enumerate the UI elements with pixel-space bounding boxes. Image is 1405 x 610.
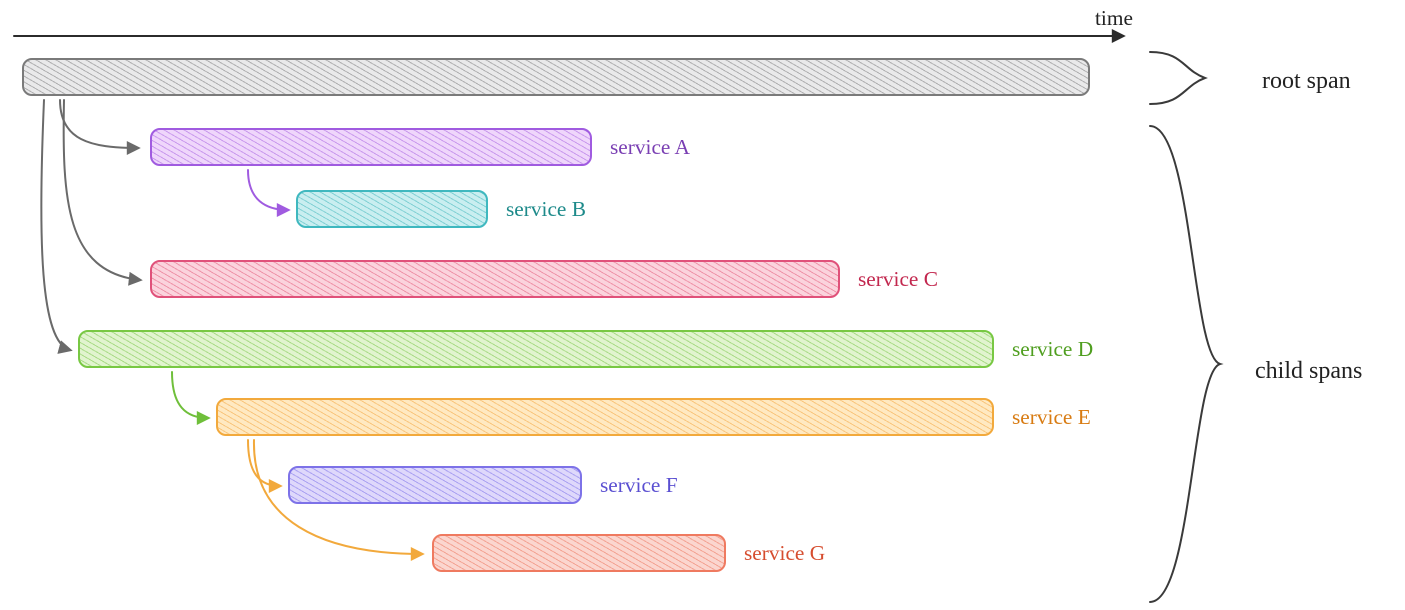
span-label-C: service C <box>858 267 938 292</box>
span-hatch-C <box>152 262 838 296</box>
span-label-D: service D <box>1012 337 1093 362</box>
span-hatch-F <box>290 468 580 502</box>
arrow-root-to-C <box>64 100 140 280</box>
child-spans-side-label: child spans <box>1255 358 1362 385</box>
span-bar-G <box>432 534 726 572</box>
span-hatch-B <box>298 192 486 226</box>
span-bar-D <box>78 330 994 368</box>
time-axis-label: time <box>1095 6 1133 31</box>
span-hatch-root <box>24 60 1088 94</box>
brace-child <box>1150 126 1220 602</box>
span-bar-E <box>216 398 994 436</box>
span-hatch-G <box>434 536 724 570</box>
brace-root <box>1150 52 1205 104</box>
span-bar-F <box>288 466 582 504</box>
span-hatch-E <box>218 400 992 434</box>
span-label-F: service F <box>600 473 678 498</box>
span-label-E: service E <box>1012 405 1091 430</box>
span-bar-root <box>22 58 1090 96</box>
arrow-D-to-E <box>172 372 208 418</box>
span-bar-B <box>296 190 488 228</box>
arrow-root-to-D <box>41 100 70 350</box>
arrow-A-to-B <box>248 170 288 210</box>
span-bar-C <box>150 260 840 298</box>
trace-diagram: time root span child spans service A serv… <box>0 0 1405 610</box>
arrow-root-to-A <box>60 100 138 148</box>
root-span-side-label: root span <box>1262 68 1351 95</box>
span-hatch-D <box>80 332 992 366</box>
span-bar-A <box>150 128 592 166</box>
span-label-A: service A <box>610 135 690 160</box>
arrow-E-to-F <box>248 440 280 486</box>
span-hatch-A <box>152 130 590 164</box>
span-label-B: service B <box>506 197 586 222</box>
span-label-G: service G <box>744 541 825 566</box>
